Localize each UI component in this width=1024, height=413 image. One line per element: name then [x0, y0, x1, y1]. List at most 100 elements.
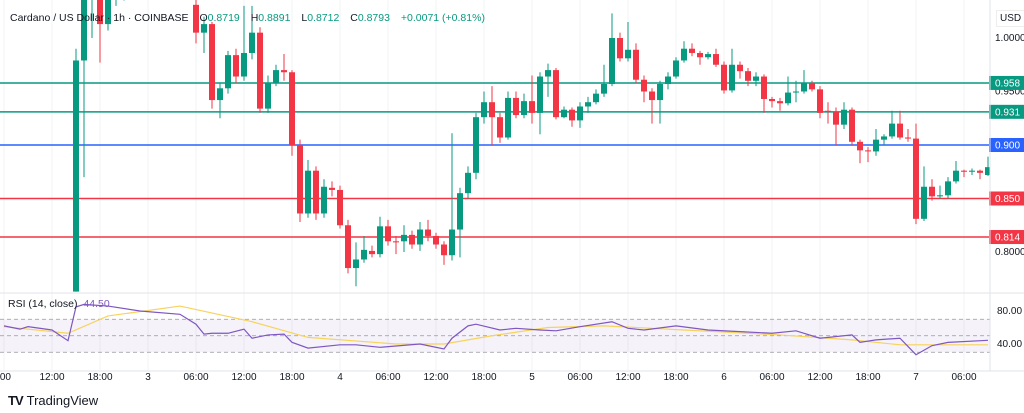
- time-axis[interactable]: :00 12:00 18:00 3 06:00 12:00 18:00 4 06:00 12:00…: [0, 0, 1024, 383]
- candle: [497, 112, 503, 143]
- candle: [409, 230, 415, 249]
- candle-body: [377, 226, 383, 255]
- candle: [745, 67, 751, 87]
- candle: [115, 0, 117, 6]
- candle: [673, 57, 679, 79]
- candle-body: [481, 102, 487, 118]
- candle: [417, 222, 423, 251]
- candle: [369, 245, 375, 258]
- brand-name: TradingView: [26, 393, 99, 408]
- candle: [233, 48, 239, 83]
- candle-body: [529, 101, 535, 113]
- candle-body: [689, 48, 695, 53]
- time-tick: 5: [529, 372, 535, 383]
- candle-body: [705, 54, 711, 58]
- candle-body: [281, 70, 287, 73]
- level-label: 0.814: [995, 233, 1020, 244]
- candle-body: [665, 76, 671, 85]
- candle: [969, 168, 975, 175]
- candle: [625, 21, 631, 62]
- candle: [905, 128, 911, 142]
- time-tick: 12:00: [807, 372, 832, 383]
- candle-body: [393, 241, 399, 243]
- candle: [681, 41, 687, 63]
- candles: [73, 0, 990, 292]
- candle: [713, 48, 719, 67]
- candle: [657, 80, 663, 124]
- candle: [689, 43, 695, 57]
- rsi-lines: [3, 303, 989, 356]
- candle-body: [809, 82, 815, 90]
- candle-body: [985, 167, 990, 176]
- candle-body: [721, 64, 727, 91]
- candle-body: [849, 109, 855, 142]
- candle-body: [457, 193, 463, 230]
- candle: [945, 177, 951, 199]
- candle-body: [697, 52, 703, 58]
- candle-body: [833, 111, 839, 125]
- candle: [881, 134, 887, 145]
- candle: [193, 0, 199, 44]
- candle: [401, 225, 407, 252]
- candle-body: [537, 76, 543, 113]
- candle: [545, 63, 551, 97]
- currency-button[interactable]: USD: [996, 10, 1024, 27]
- candle-body: [289, 72, 295, 145]
- time-tick: 06:00: [759, 372, 784, 383]
- candle: [793, 80, 799, 103]
- rsi-line: [3, 303, 989, 356]
- time-tick: 4: [337, 372, 343, 383]
- candle: [953, 161, 959, 184]
- rsi-tick: 40.00: [997, 339, 1022, 350]
- rsi-legend[interactable]: RSI (14, close) 44.50: [8, 298, 110, 310]
- candle: [977, 169, 983, 180]
- candle-body: [97, 0, 103, 25]
- candle-body: [673, 60, 679, 77]
- candle-body: [433, 235, 439, 245]
- candle: [601, 64, 607, 97]
- candle-body: [577, 106, 583, 121]
- time-tick: 3: [145, 372, 151, 383]
- candle-body: [585, 102, 591, 107]
- candle-body: [873, 139, 879, 152]
- candle-body: [449, 229, 455, 256]
- candle-body: [489, 102, 495, 118]
- price-chart[interactable]: 1.0000 0.9500 0.8000 0.958 0.931 0.900 0.850 0.…: [0, 0, 1024, 390]
- high-label: H: [250, 12, 259, 24]
- candle: [553, 67, 559, 120]
- candle-body: [521, 101, 527, 116]
- candle-body: [257, 32, 263, 109]
- candle-body: [737, 64, 743, 72]
- candle: [617, 32, 623, 62]
- candle: [473, 112, 479, 180]
- price-axis[interactable]: 1.0000 0.9500 0.8000 0.958 0.931 0.900 0.850 0.…: [989, 33, 1024, 258]
- rsi-tick: 80.00: [997, 306, 1022, 317]
- candle: [785, 76, 791, 106]
- tradingview-logo[interactable]: TV TradingView: [8, 393, 98, 408]
- candle: [697, 50, 703, 65]
- candle: [641, 75, 647, 103]
- candle: [385, 219, 391, 246]
- candle-body: [465, 172, 471, 194]
- candle: [465, 166, 471, 199]
- candle: [217, 82, 223, 119]
- candle-body: [817, 89, 823, 113]
- symbol-header: Cardano / US Dollar · 1h · COINBASE O0.8…: [10, 12, 485, 24]
- candle: [801, 70, 807, 94]
- candle: [329, 181, 335, 197]
- candle-body: [913, 138, 919, 219]
- candle: [201, 16, 207, 53]
- candle: [729, 48, 735, 93]
- candle-body: [273, 70, 279, 83]
- time-tick: 18:00: [87, 372, 112, 383]
- candle-body: [81, 0, 87, 61]
- candle: [937, 185, 943, 199]
- candle: [377, 216, 383, 258]
- candle-body: [801, 82, 807, 92]
- candle-body: [569, 109, 575, 121]
- candle: [345, 219, 351, 274]
- candle: [665, 72, 671, 90]
- rsi-label: RSI (14, close): [8, 298, 78, 310]
- symbol-title[interactable]: Cardano / US Dollar · 1h · COINBASE: [10, 12, 189, 24]
- candle: [921, 166, 927, 221]
